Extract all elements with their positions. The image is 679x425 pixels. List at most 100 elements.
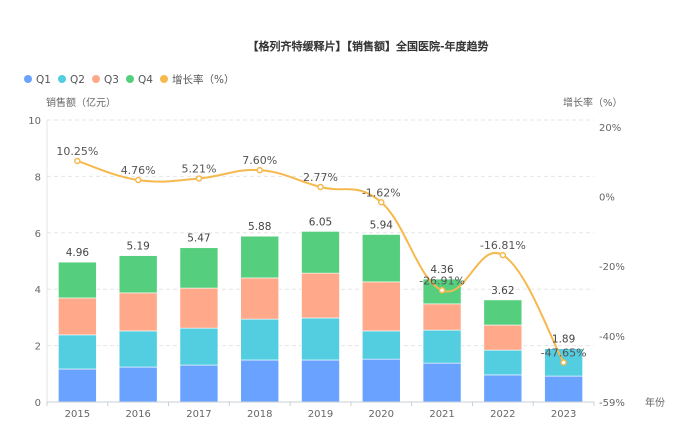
x-tick-label: 2016 [125, 409, 150, 420]
bar-q3-2020 [361, 281, 401, 332]
bar-q1-2019 [301, 359, 340, 403]
bar-q1-2021 [422, 362, 462, 403]
legend-label-4: 增长率（%） [172, 73, 234, 86]
bar-total-label: 5.94 [370, 219, 394, 231]
growth-point-2015 [74, 157, 81, 165]
bar-q1-2020 [361, 358, 401, 403]
legend-label-1: Q2 [70, 74, 85, 86]
y2-tick-label: -59% [599, 398, 625, 409]
bar-total-label: 1.89 [552, 334, 575, 346]
bar-q3-2016 [118, 292, 158, 332]
legend-label-0: Q1 [36, 74, 51, 86]
bar-q3-2021 [422, 303, 462, 331]
y-tick-label: 8 [35, 172, 41, 183]
legend-marker-3 [126, 75, 134, 83]
legend-marker-4 [160, 75, 168, 83]
y2-tick-label: 20% [599, 123, 621, 134]
bar-q1-2022 [483, 374, 523, 403]
bar-q3-2018 [240, 277, 280, 320]
y2-tick-label: 0% [599, 193, 615, 204]
bar-total-label: 5.47 [187, 233, 210, 245]
bar-total-label: 5.19 [126, 241, 149, 253]
x-tick-label: 2022 [490, 409, 515, 420]
bar-total-label: 3.62 [491, 285, 514, 297]
growth-rate-label: 10.25% [56, 145, 98, 158]
growth-point-2020 [378, 199, 385, 206]
bar-total-label: 6.05 [309, 216, 332, 228]
y-tick-label: 4 [35, 285, 41, 296]
bar-q2-2018 [240, 318, 280, 361]
bar-q4-2016 [118, 255, 158, 294]
legend-marker-1 [58, 75, 66, 83]
growth-point-2021 [438, 287, 446, 294]
y-axis-title: 销售额（亿元） [46, 96, 116, 109]
growth-point-2016 [134, 176, 142, 184]
bar-q3-2017 [179, 287, 219, 329]
growth-rate-label: -16.81% [480, 239, 526, 252]
chart-title: 【格列齐特缓释片】【销售额】全国医院-年度趋势 [247, 39, 488, 53]
x-tick-label: 2023 [551, 409, 576, 420]
growth-rate-line [77, 159, 565, 363]
growth-rate-label: 7.60% [242, 154, 277, 167]
x-tick-label: 2021 [429, 409, 454, 420]
bar-total-label: 4.36 [430, 264, 454, 276]
bar-q4-2015 [58, 261, 97, 299]
bar-q2-2022 [483, 349, 523, 376]
growth-line-group [74, 157, 567, 366]
growth-point-2018 [256, 166, 263, 174]
growth-rate-label: -47.65% [541, 346, 587, 359]
growth-rate-label: 4.76% [121, 164, 156, 177]
legend: Q1 Q2 Q3 Q4 增长率（%） [24, 73, 234, 86]
legend-marker-0 [24, 75, 32, 83]
bar-q1-2023 [544, 375, 583, 403]
y-tick-label: 2 [35, 342, 41, 353]
bar-q2-2017 [179, 327, 219, 366]
bar-q2-2016 [118, 330, 158, 368]
x-axis-title: 年份 [645, 396, 665, 409]
bar-q4-2017 [179, 247, 219, 289]
growth-rate-label: 5.21% [181, 162, 216, 175]
growth-point-2019 [317, 183, 324, 191]
x-tick-label: 2020 [369, 409, 394, 420]
labels-group: 4.96 10.25% 5.19 4.76% 5.47 5.21% 5.88 7.60% 6.0… [56, 145, 586, 360]
x-tick-label: 2015 [65, 409, 90, 420]
bar-q4-2022 [483, 299, 523, 326]
legend-label-3: Q4 [138, 74, 153, 86]
x-tick-label: 2019 [308, 409, 333, 420]
growth-rate-label: -1.62% [362, 186, 401, 199]
bar-q2-2021 [422, 329, 462, 364]
bars-group [58, 231, 583, 403]
bar-q2-2019 [301, 317, 340, 361]
growth-point-2022 [499, 251, 507, 259]
legend-label-2: Q3 [104, 74, 119, 86]
bar-total-label: 4.96 [66, 247, 90, 259]
legend-marker-2 [92, 75, 100, 83]
bar-q1-2017 [179, 364, 219, 403]
growth-rate-label: -26.91% [419, 274, 465, 287]
y-tick-label: 10 [28, 116, 41, 127]
growth-rate-label: 2.77% [303, 171, 338, 184]
x-tick-label: 2018 [247, 409, 272, 420]
y2-tick-label: -20% [599, 262, 625, 273]
y-tick-label: 6 [35, 229, 41, 240]
bar-q2-2015 [58, 334, 97, 370]
bar-q3-2015 [58, 297, 97, 336]
bar-total-label: 5.88 [248, 221, 271, 233]
bar-q4-2020 [361, 234, 401, 283]
growth-point-2017 [195, 175, 203, 182]
bar-q3-2022 [483, 324, 523, 351]
y-tick-label: 0 [35, 398, 41, 409]
growth-point-2023 [560, 359, 567, 366]
bar-q1-2018 [240, 359, 280, 403]
axes-group: 2015 2016 2017 2018 2019 2020 2021 2022 2023 [46, 120, 595, 420]
bar-q4-2018 [240, 235, 280, 279]
bar-q2-2020 [361, 330, 401, 360]
x-tick-label: 2017 [186, 409, 211, 420]
bar-q4-2019 [301, 231, 340, 274]
y2-axis-title: 增长率（%） [563, 96, 623, 109]
bar-q1-2015 [58, 368, 97, 403]
bar-q1-2016 [118, 366, 158, 403]
y2-tick-label: -40% [599, 332, 625, 343]
bar-q3-2019 [301, 272, 340, 319]
